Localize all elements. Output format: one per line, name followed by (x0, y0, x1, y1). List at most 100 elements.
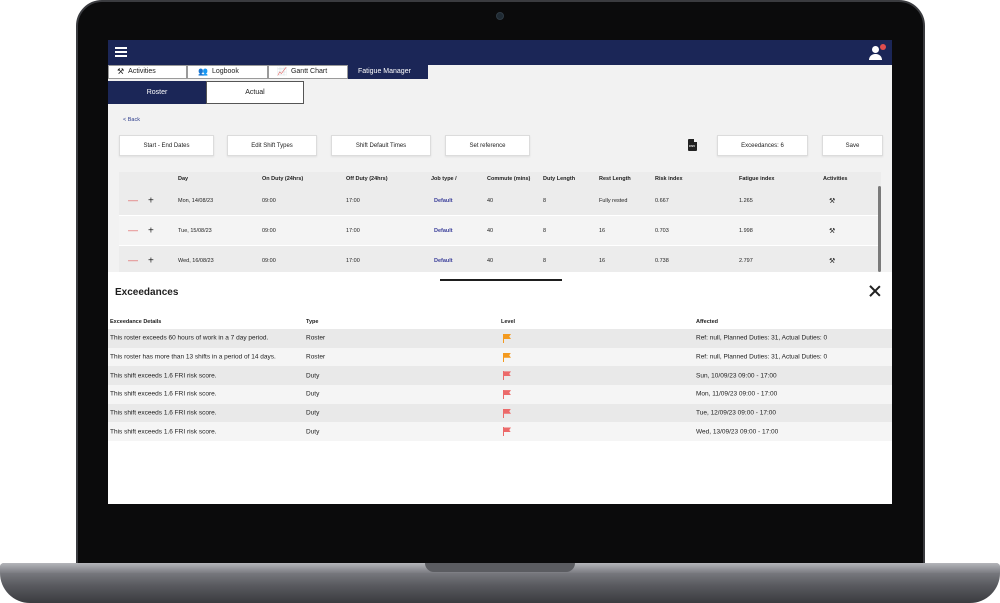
roster-row: — + Mon, 14/08/23 09:00 17:00 Default 40… (119, 186, 881, 216)
exceedance-row[interactable]: This roster has more than 13 shifts in a… (108, 347, 892, 367)
exceedance-row[interactable]: This roster exceeds 60 hours of work in … (108, 329, 892, 348)
roster-header: Day On Duty (24hrs) Off Duty (24hrs) Job… (119, 172, 881, 186)
col-level: Level (501, 319, 516, 325)
row-on-duty: 09:00 (262, 227, 276, 234)
set-reference-button[interactable]: Set reference (445, 135, 530, 156)
row-affected: Mon, 11/09/23 09:00 - 17:00 (696, 390, 778, 398)
remove-row-icon[interactable]: — (128, 255, 138, 266)
flag-icon (503, 390, 511, 400)
remove-row-icon[interactable]: — (128, 195, 138, 206)
start-end-dates-button[interactable]: Start - End Dates (119, 135, 214, 156)
row-risk-index: 0.738 (655, 257, 669, 264)
row-risk-index: 0.667 (655, 197, 669, 204)
save-button[interactable]: Save (822, 135, 883, 156)
row-day: Wed, 16/08/23 (178, 257, 214, 264)
top-bar (108, 40, 892, 65)
row-commute: 40 (487, 257, 494, 264)
row-job-type-link[interactable]: Default (434, 227, 453, 234)
exceedances-panel: Exceedances Exceedance Details Type Leve… (108, 272, 892, 504)
row-details: This shift exceeds 1.6 FRI risk score. (110, 372, 217, 380)
back-link[interactable]: < Back (123, 117, 140, 123)
roster-row: — + Wed, 16/08/23 09:00 17:00 Default 40… (119, 246, 881, 276)
menu-icon[interactable] (115, 47, 127, 57)
remove-row-icon[interactable]: — (128, 225, 138, 236)
subtab-roster[interactable]: Roster (108, 81, 206, 104)
exceedance-row[interactable]: This shift exceeds 1.6 FRI risk score. D… (108, 422, 892, 442)
row-risk-index: 0.703 (655, 227, 669, 234)
tab-logbook[interactable]: 👥 Logbook (187, 65, 268, 79)
exceedance-row[interactable]: This shift exceeds 1.6 FRI risk score. D… (108, 366, 892, 386)
roster-scrollbar[interactable] (878, 186, 881, 272)
roster-subtabs: Roster Actual (108, 81, 304, 104)
row-details: This shift exceeds 1.6 FRI risk score. (110, 428, 217, 436)
user-icon[interactable] (868, 44, 886, 61)
col-off-duty: Off Duty (24hrs) (346, 176, 388, 182)
row-job-type-link[interactable]: Default (434, 197, 453, 204)
row-on-duty: 09:00 (262, 257, 276, 264)
tab-label: Gantt Chart (290, 68, 328, 75)
col-risk-index: Risk index (655, 176, 683, 182)
camera (496, 12, 504, 20)
flag-icon (503, 371, 511, 381)
col-exceedance-details: Exceedance Details (110, 319, 162, 325)
row-details: This shift exceeds 1.6 FRI risk score. (110, 409, 217, 417)
col-rest-length: Rest Length (599, 176, 631, 182)
tab-activities[interactable]: ⚒ Activities (108, 65, 187, 79)
row-type: Duty (306, 390, 320, 398)
col-duty-length: Duty Length (543, 176, 576, 182)
csv-label: CSV (689, 144, 696, 148)
col-commute: Commute (mins) (487, 176, 531, 182)
laptop-notch (425, 563, 575, 572)
exceedance-row[interactable]: This shift exceeds 1.6 FRI risk score. D… (108, 403, 892, 423)
row-duty-length: 8 (543, 257, 547, 264)
panel-title: Exceedances (115, 287, 179, 298)
col-day: Day (178, 176, 189, 182)
tab-label: Fatigue Manager (358, 68, 411, 75)
row-details: This shift exceeds 1.6 FRI risk score. (110, 390, 217, 398)
exceedances-button[interactable]: Exceedances: 6 (717, 135, 808, 156)
csv-export-icon[interactable]: CSV (688, 139, 697, 151)
exceedances-header: Exceedance Details Type Level Affected (108, 316, 892, 328)
row-details: This roster has more than 13 shifts in a… (110, 353, 276, 361)
row-duty-length: 8 (543, 227, 547, 234)
row-job-type-link[interactable]: Default (434, 257, 453, 264)
row-affected: Ref: null, Planned Duties: 31, Actual Du… (696, 353, 828, 361)
flag-icon (503, 334, 511, 343)
col-job-type: Job type / (431, 176, 457, 182)
row-on-duty: 09:00 (262, 197, 276, 204)
row-type: Duty (306, 409, 320, 417)
col-on-duty: On Duty (24hrs) (262, 176, 304, 182)
activities-tools-icon[interactable]: ⚒ (829, 257, 836, 265)
row-details: This roster exceeds 60 hours of work in … (110, 334, 269, 342)
activities-tools-icon[interactable]: ⚒ (829, 227, 836, 235)
tab-fatigue-manager[interactable]: Fatigue Manager (348, 65, 428, 79)
add-row-icon[interactable]: + (148, 195, 154, 206)
tab-label: Activities (128, 68, 156, 75)
app-screen: ⚒ Activities 👥 Logbook 📈 Gantt Chart Fat… (108, 40, 892, 504)
edit-shift-types-button[interactable]: Edit Shift Types (227, 135, 317, 156)
row-commute: 40 (487, 227, 494, 234)
flag-icon (503, 427, 511, 437)
row-duty-length: 8 (543, 197, 547, 204)
row-affected: Tue, 12/09/23 09:00 - 17:00 (696, 409, 776, 417)
row-type: Duty (306, 372, 320, 380)
add-row-icon[interactable]: + (148, 255, 154, 266)
subtab-actual[interactable]: Actual (206, 81, 304, 104)
row-off-duty: 17:00 (346, 197, 360, 204)
tab-gantt-chart[interactable]: 📈 Gantt Chart (268, 65, 348, 79)
row-commute: 40 (487, 197, 494, 204)
tools-icon: ⚒ (117, 67, 125, 76)
close-icon[interactable] (869, 285, 881, 297)
panel-drag-handle[interactable] (440, 279, 562, 281)
add-row-icon[interactable]: + (148, 225, 154, 236)
users-icon: 👥 (198, 67, 208, 76)
col-fatigue-index: Fatigue index (739, 176, 775, 182)
row-rest-length: Fully rested (599, 197, 628, 204)
flag-icon (503, 408, 511, 418)
exceedance-row[interactable]: This shift exceeds 1.6 FRI risk score. D… (108, 385, 892, 404)
exceedances-list: This roster exceeds 60 hours of work in … (108, 329, 892, 442)
row-affected: Wed, 13/09/23 09:00 - 17:00 (696, 428, 779, 436)
activities-tools-icon[interactable]: ⚒ (829, 197, 836, 205)
chart-icon: 📈 (277, 67, 287, 76)
shift-default-times-button[interactable]: Shift Default Times (331, 135, 431, 156)
